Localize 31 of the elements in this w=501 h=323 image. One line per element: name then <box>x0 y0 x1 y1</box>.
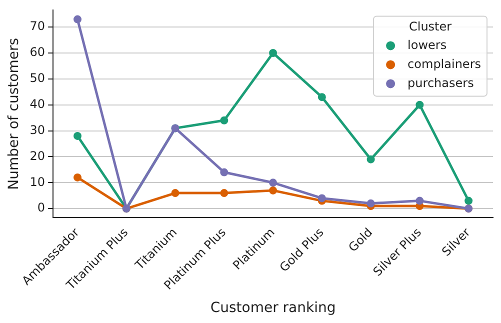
point <box>366 155 375 164</box>
x-axis-title: Customer ranking <box>210 300 336 316</box>
point <box>318 194 326 202</box>
point <box>220 189 228 198</box>
point <box>220 116 228 124</box>
point <box>318 93 326 102</box>
y-tick-label: 10 <box>30 174 46 189</box>
point <box>269 48 278 57</box>
point <box>74 173 82 182</box>
legend-title: Cluster <box>408 19 452 34</box>
point <box>366 199 375 208</box>
y-tick-label: 40 <box>30 96 46 111</box>
point <box>74 15 82 24</box>
legend-label: complainers <box>408 56 482 71</box>
point <box>464 196 473 205</box>
point <box>171 189 180 198</box>
y-tick-label: 30 <box>30 122 46 137</box>
y-tick-label: 20 <box>30 148 46 163</box>
y-tick-label: 60 <box>30 45 46 60</box>
point <box>74 132 82 140</box>
y-axis-title: Number of customers <box>6 38 22 190</box>
point <box>269 178 278 187</box>
point <box>416 196 424 205</box>
point <box>416 100 424 109</box>
point <box>269 186 278 194</box>
y-tick-label: 70 <box>30 19 46 34</box>
legend-label: purchasers <box>408 76 474 90</box>
point <box>220 168 228 176</box>
y-tick-label: 50 <box>30 71 46 86</box>
legend-label: lowers <box>408 38 447 52</box>
y-tick-label: 0 <box>37 200 46 215</box>
